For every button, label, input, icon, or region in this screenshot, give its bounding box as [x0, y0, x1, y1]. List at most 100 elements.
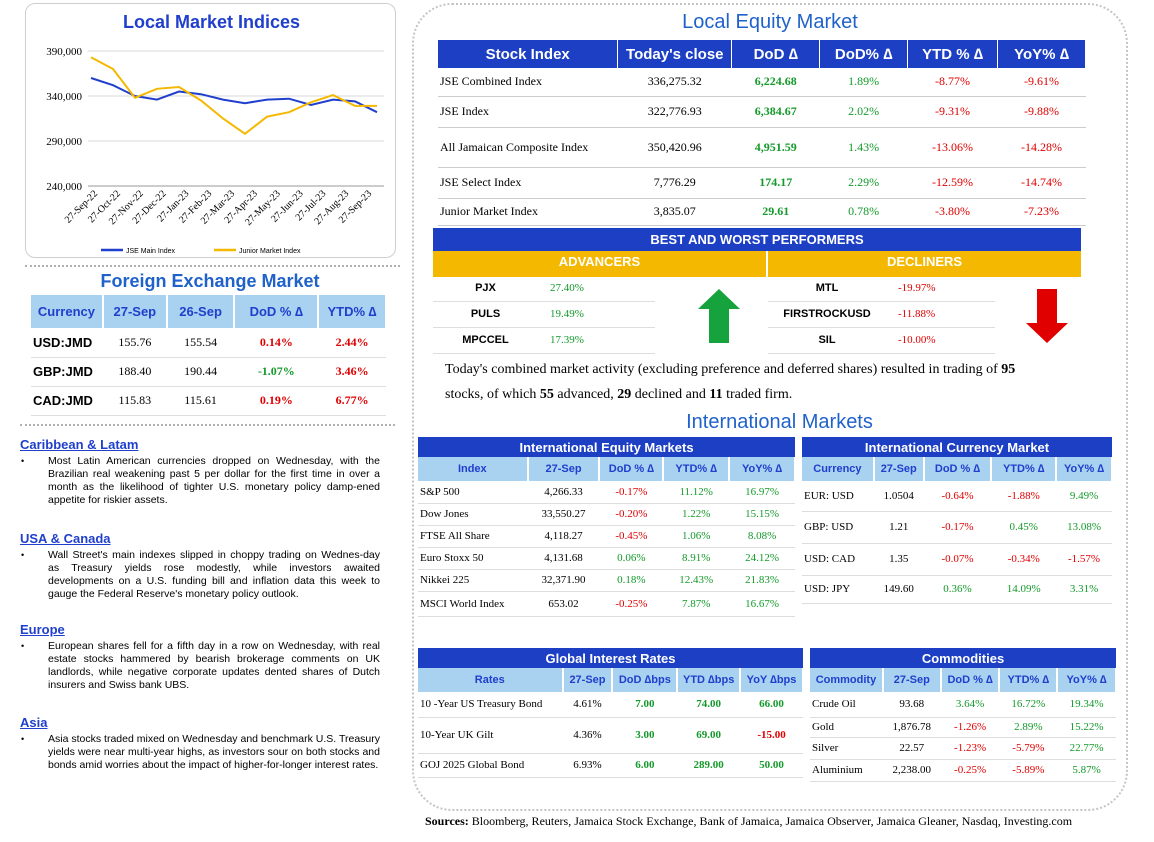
fx-header-cell: YTD% ∆	[318, 295, 387, 328]
table-cell: 149.60	[873, 575, 924, 604]
fx-header-cell: Currency	[31, 295, 104, 328]
table-cell: -5.79%	[999, 737, 1058, 760]
table-row: USD: JPY 149.60 0.36% 14.09% 3.31%	[802, 575, 1112, 604]
stock-symbol: MPCCEL	[433, 327, 538, 354]
header-cell: 27-Sep	[527, 457, 601, 481]
table-cell: 2.29%	[819, 167, 908, 199]
table-cell: -14.28%	[997, 127, 1086, 168]
table-cell: 50.00	[740, 753, 803, 778]
table-cell: 0.06%	[599, 547, 664, 570]
table-cell: 6.93%	[562, 753, 613, 778]
table-row: JSE Combined Index 336,275.32 6,224.68 1.89…	[438, 68, 1086, 97]
header-cell: YoY% ∆	[729, 457, 796, 481]
separator	[20, 424, 395, 426]
summary-text: advanced,	[553, 387, 618, 402]
y-tick-label: 390,000	[46, 46, 82, 58]
table-cell: -1.23%	[940, 737, 1000, 760]
table-cell: 188.40	[102, 357, 167, 387]
market-indices-chart-panel: Local Market Indices 390,000 340,000 290,0…	[25, 3, 396, 258]
table-cell: -9.31%	[907, 96, 998, 128]
market-indices-chart: 390,000340,000290,000240,00027-Sep-2227-…	[46, 46, 384, 255]
stock-symbol: MTL	[768, 275, 886, 302]
table-row: Aluminium 2,238.00 -0.25% -5.89% 5.87%	[810, 759, 1116, 782]
table-cell: 16.97%	[729, 481, 795, 504]
summary-text: stocks, of which	[445, 387, 540, 402]
table-cell: MSCI World Index	[418, 591, 528, 617]
table-row: MPCCEL 17.39%	[433, 327, 655, 354]
table-row: Gold 1,876.78 -1.26% 2.89% 15.22%	[810, 717, 1116, 738]
table-row: Nikkei 225 32,371.90 0.18% 12.43% 21.83%	[418, 569, 795, 592]
news-heading: USA & Canada	[20, 531, 111, 546]
table-cell: 66.00	[740, 692, 803, 718]
market-summary: Today's combined market activity (exclud…	[445, 357, 1085, 407]
equity-title: Local Equity Market	[682, 11, 858, 33]
table-cell: 2.02%	[819, 96, 908, 128]
table-cell: 14.09%	[991, 575, 1057, 604]
table-row: MSCI World Index 653.02 -0.25% 7.87% 16.67%	[418, 591, 795, 617]
table-cell: 3.46%	[318, 357, 386, 387]
table-cell: GBP:JMD	[31, 357, 103, 387]
intl-equity-table: International Equity Markets Index 27-Sep D…	[418, 437, 796, 617]
table-cell: -12.59%	[907, 167, 998, 199]
table-title: Global Interest Rates	[418, 648, 803, 668]
header-cell: 27-Sep	[882, 668, 942, 692]
table-cell: 1.06%	[663, 525, 730, 548]
summary-declined: 29	[617, 387, 632, 402]
fx-header-cell: DoD % ∆	[234, 295, 320, 328]
header-cell: YTD% ∆	[991, 457, 1058, 481]
table-cell: JSE Select Index	[438, 167, 618, 199]
sources-label: Sources:	[425, 814, 469, 828]
table-cell: 4.36%	[562, 717, 613, 754]
table-cell: USD: JPY	[802, 575, 874, 604]
table-cell: 6,224.68	[731, 68, 820, 97]
table-cell: 7.00	[612, 692, 678, 718]
stock-symbol: SIL	[768, 327, 886, 354]
stock-change: 19.49%	[538, 301, 655, 328]
table-row: MTL -19.97%	[768, 275, 995, 302]
series-line-1	[90, 56, 377, 136]
header-cell: Rates	[418, 668, 564, 692]
table-row: FIRSTROCKUSD -11.88%	[768, 301, 995, 328]
legend-label: Junior Market Index	[239, 248, 301, 255]
table-cell: 93.68	[882, 692, 941, 718]
news-item: • Most Latin American currencies dropped …	[20, 455, 380, 507]
equity-header-cell: Today's close	[617, 40, 733, 68]
table-cell: 7,776.29	[617, 167, 732, 199]
table-row: Junior Market Index 3,835.07 29.61 0.78% -3.…	[438, 198, 1086, 226]
table-cell: 1,876.78	[882, 717, 941, 738]
sources: Sources: Bloomberg, Reuters, Jamaica Sto…	[425, 814, 1072, 829]
table-cell: 9.49%	[1056, 481, 1112, 512]
table-cell: -0.45%	[599, 525, 664, 548]
table-cell: USD:JMD	[31, 328, 103, 358]
table-cell: 4,951.59	[731, 127, 820, 168]
table-cell: Junior Market Index	[438, 198, 618, 226]
chart-title: Local Market Indices	[122, 12, 301, 32]
table-cell: 2.44%	[318, 328, 386, 358]
table-cell: 21.83%	[729, 569, 795, 592]
table-title-row: International Currency Market	[802, 437, 1112, 457]
table-cell: -9.61%	[997, 68, 1086, 97]
table-row: Silver 22.57 -1.23% -5.79% 22.77%	[810, 737, 1116, 760]
table-row: 10 -Year US Treasury Bond 4.61% 7.00 74.00 6…	[418, 692, 803, 718]
table-cell: 10 -Year US Treasury Bond	[418, 692, 563, 718]
table-cell: -15.00	[740, 717, 803, 754]
table-cell: -0.17%	[599, 481, 664, 504]
table-cell: 29.61	[731, 198, 820, 226]
table-title-row: Global Interest Rates	[418, 648, 803, 668]
table-cell: 8.08%	[729, 525, 795, 548]
table-cell: 24.12%	[729, 547, 795, 570]
table-cell: 69.00	[677, 717, 741, 754]
table-cell: -8.77%	[907, 68, 998, 97]
table-cell: -13.06%	[907, 127, 998, 168]
legend-label: JSE Main Index	[126, 248, 176, 255]
table-cell: CAD:JMD	[31, 386, 103, 416]
table-row: Euro Stoxx 50 4,131.68 0.06% 8.91% 24.12%	[418, 547, 795, 570]
table-row: JSE Index 322,776.93 6,384.67 2.02% -9.31% -9…	[438, 96, 1086, 128]
fx-header-cell: 26-Sep	[166, 295, 236, 328]
news-block: USA & Canada • Wall Street's main indexes …	[20, 531, 380, 601]
stock-change: 27.40%	[538, 275, 655, 302]
news-heading: Asia	[20, 715, 48, 730]
equity-header-cell: YoY% ∆	[997, 40, 1086, 68]
table-cell: 0.18%	[599, 569, 664, 592]
table-cell: 1.22%	[663, 503, 730, 526]
